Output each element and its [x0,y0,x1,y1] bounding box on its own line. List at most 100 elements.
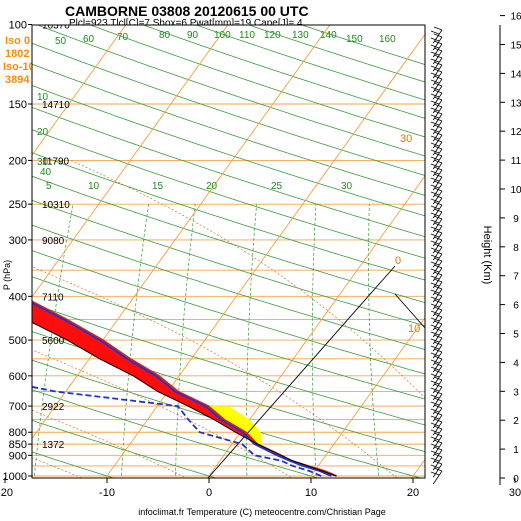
pressure-tick-label: 500 [9,335,27,347]
wind-barb-feather [433,467,443,472]
height-tick-label: 0 [513,474,519,485]
wind-barb-feather [433,152,443,157]
wind-barb-feather [433,54,443,59]
wind-barb-feather [433,47,443,52]
wind-barb-feather [433,75,443,80]
x-axis-label: infoclimat.fr Temperature (C) meteocentr… [138,507,385,517]
height-tick-label: 1 [513,445,519,456]
wind-barb-feather [430,450,440,455]
wind-barb-feather [430,149,440,154]
wind-barb-feather [433,404,443,409]
height-tick-label: 9 [513,214,519,225]
wind-barb-feather [430,373,440,378]
wind-barb-feather [430,30,440,35]
wind-barb-feather [430,100,440,105]
wind-barb-feather [433,334,443,339]
dry-adiabat-line [32,419,218,478]
thetae-label: 20 [460,359,472,371]
isobar-gridlines [32,103,425,477]
wind-barb-feather [433,425,443,430]
wind-barb-feather [430,464,440,469]
iso10-height: 3894 [5,74,30,86]
iso10-label: Iso-10 [3,61,35,73]
wind-barb-feather [433,68,443,73]
theta-label: 40 [40,167,52,178]
theta-label: 70 [117,32,129,43]
wind-barb-feather [433,355,443,360]
wind-barb-feather [433,138,443,143]
wind-barb-feather [430,289,440,294]
wind-barb-feather [430,408,440,413]
height-tick-label: 16 [510,12,521,23]
wind-barb-feather [430,394,440,399]
pressure-tick-label: 300 [9,235,27,247]
mixing-ratio-label: 15 [152,181,164,192]
wind-barb-feather [433,222,443,227]
wind-barb-feather [430,177,440,182]
mixing-ratio-label: 20 [206,181,218,192]
wind-barb-feather [433,432,443,437]
wind-barb-feather [433,236,443,241]
dry-adiabat-line [32,276,425,400]
mixing-ratio-line [121,204,149,478]
wind-barb-feather [430,317,440,322]
wind-barb-feather [433,285,443,290]
series-line-3 [32,321,337,477]
wind-barb-feather [433,439,443,444]
pressure-tick-label: 900 [9,450,27,462]
wind-barb-feather [433,264,443,269]
mixing-ratio-line [368,204,380,478]
height-tick-label: 11 [511,156,521,167]
theta-label: 60 [83,34,95,45]
height-tick-label: 8 [513,243,519,254]
wind-barb-feather [430,93,440,98]
wind-barb-feather [430,121,440,126]
pressure-tick-label: 200 [9,155,27,167]
wind-barb-feather [430,282,440,287]
pressure-tick-label: 700 [9,401,27,413]
theta-label: 80 [159,30,171,41]
wind-barb-feather [433,320,443,325]
theta-label: 90 [187,30,199,41]
wind-barb-feather [430,156,440,161]
isotherm-line [207,175,425,478]
mixing-ratio-label: 30 [341,181,353,192]
wind-barb-feather [430,380,440,385]
wind-barb-feather [433,348,443,353]
wind-barb-feather [430,345,440,350]
thetae-label: 30 [400,133,412,145]
dry-adiabat-line [32,152,425,281]
isotherm-line [32,25,229,298]
wind-barb-feather [430,240,440,245]
wind-barb-feather [430,366,440,371]
wind-barb-feather [430,191,440,196]
iso0-label: Iso 0 [5,35,30,47]
wind-barb-feather [433,271,443,276]
wind-barb-feather [433,362,443,367]
wind-barb-feather [430,436,440,441]
geopotential-label: 5600 [42,336,65,347]
theta-label: 160 [379,34,396,45]
geopotential-label: 2922 [42,402,65,413]
mixing-ratio-line [175,204,196,478]
wind-barb-feather [433,117,443,122]
wind-barb-feather [433,89,443,94]
dry-adiabat-line [32,303,425,426]
wind-barb-feather [433,250,443,255]
wind-barb-feather [433,61,443,66]
pressure-tick-label: 800 [9,427,27,439]
wind-barb-feather [430,226,440,231]
moist-adiabat-line [70,160,425,399]
theta-label: 150 [346,34,363,45]
wind-barb-feather [433,341,443,346]
wind-barb-feather [433,215,443,220]
wind-barb-feather [430,72,440,77]
wind-barb-feather [430,114,440,119]
wind-barb [432,470,443,485]
wind-barb-feather [433,327,443,332]
wind-barb-feather [433,124,443,129]
wind-barb-feather [430,338,440,343]
wind-barb-feather [430,352,440,357]
iso0-height: 1802 [5,48,29,60]
